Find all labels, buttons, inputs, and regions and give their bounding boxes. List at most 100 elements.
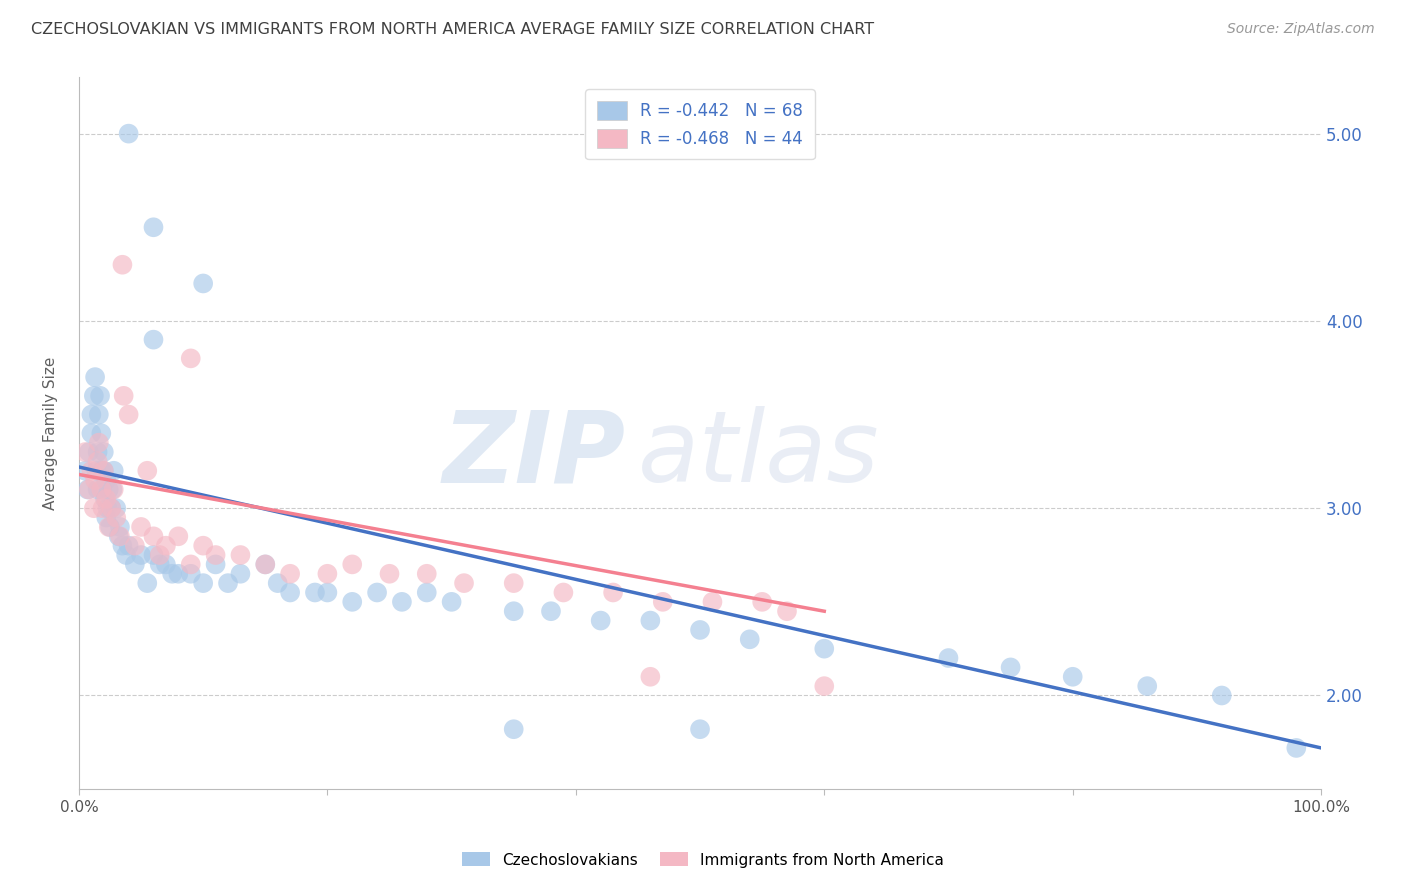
Point [101, 483, 124, 497]
Point [86, 454, 108, 468]
Point [316, 585, 339, 599]
Point [136, 576, 159, 591]
Point [391, 595, 413, 609]
Point [167, 529, 190, 543]
Point [378, 566, 401, 581]
Point [117, 127, 139, 141]
Point [96, 491, 118, 506]
Point [124, 539, 146, 553]
Point [96, 473, 118, 487]
Point [124, 558, 146, 572]
Point [93, 445, 115, 459]
Point [155, 558, 177, 572]
Legend: Czechoslovakians, Immigrants from North America: Czechoslovakians, Immigrants from North … [456, 847, 950, 873]
Point [129, 520, 152, 534]
Point [86, 483, 108, 497]
Point [136, 464, 159, 478]
Point [316, 566, 339, 581]
Text: Source: ZipAtlas.com: Source: ZipAtlas.com [1227, 22, 1375, 37]
Point [813, 641, 835, 656]
Point [254, 558, 277, 572]
Text: CZECHOSLOVAKIAN VS IMMIGRANTS FROM NORTH AMERICA AVERAGE FAMILY SIZE CORRELATION: CZECHOSLOVAKIAN VS IMMIGRANTS FROM NORTH… [31, 22, 875, 37]
Point [602, 585, 624, 599]
Point [651, 595, 673, 609]
Point [1211, 689, 1233, 703]
Point [738, 632, 761, 647]
Point [453, 576, 475, 591]
Point [75, 464, 97, 478]
Point [416, 566, 439, 581]
Point [90, 464, 112, 478]
Point [89, 389, 111, 403]
Point [111, 539, 134, 553]
Point [304, 585, 326, 599]
Point [142, 220, 165, 235]
Point [86, 445, 108, 459]
Point [91, 483, 114, 497]
Point [160, 566, 183, 581]
Point [108, 520, 131, 534]
Point [98, 520, 121, 534]
Point [91, 501, 114, 516]
Point [502, 723, 524, 737]
Point [180, 566, 202, 581]
Point [84, 370, 107, 384]
Point [97, 520, 120, 534]
Point [107, 529, 129, 543]
Point [142, 333, 165, 347]
Point [204, 558, 226, 572]
Point [193, 576, 215, 591]
Point [193, 277, 215, 291]
Point [502, 576, 524, 591]
Point [90, 426, 112, 441]
Point [103, 483, 125, 497]
Point [93, 464, 115, 478]
Point [440, 595, 463, 609]
Point [278, 585, 301, 599]
Point [112, 389, 135, 403]
Point [115, 548, 138, 562]
Point [217, 576, 239, 591]
Point [86, 464, 108, 478]
Point [938, 651, 960, 665]
Point [83, 389, 105, 403]
Text: atlas: atlas [638, 406, 880, 503]
Point [751, 595, 773, 609]
Point [77, 483, 100, 497]
Point [90, 483, 112, 497]
Point [813, 679, 835, 693]
Point [689, 623, 711, 637]
Point [167, 566, 190, 581]
Point [180, 558, 202, 572]
Point [1000, 660, 1022, 674]
Point [155, 539, 177, 553]
Point [267, 576, 290, 591]
Point [229, 548, 252, 562]
Point [540, 604, 562, 618]
Point [278, 566, 301, 581]
Point [75, 445, 97, 459]
Point [142, 529, 165, 543]
Point [80, 426, 103, 441]
Point [117, 408, 139, 422]
Point [193, 539, 215, 553]
Point [117, 539, 139, 553]
Point [254, 558, 277, 572]
Point [80, 408, 103, 422]
Point [149, 558, 172, 572]
Point [105, 501, 128, 516]
Point [702, 595, 724, 609]
Point [204, 548, 226, 562]
Point [93, 464, 115, 478]
Point [553, 585, 575, 599]
Point [149, 548, 172, 562]
Point [83, 501, 105, 516]
Point [80, 464, 103, 478]
Point [502, 604, 524, 618]
Point [96, 501, 118, 516]
Point [776, 604, 799, 618]
Point [142, 548, 165, 562]
Legend: R = -0.442   N = 68, R = -0.468   N = 44: R = -0.442 N = 68, R = -0.468 N = 44 [585, 89, 815, 160]
Point [108, 529, 131, 543]
Point [416, 585, 439, 599]
